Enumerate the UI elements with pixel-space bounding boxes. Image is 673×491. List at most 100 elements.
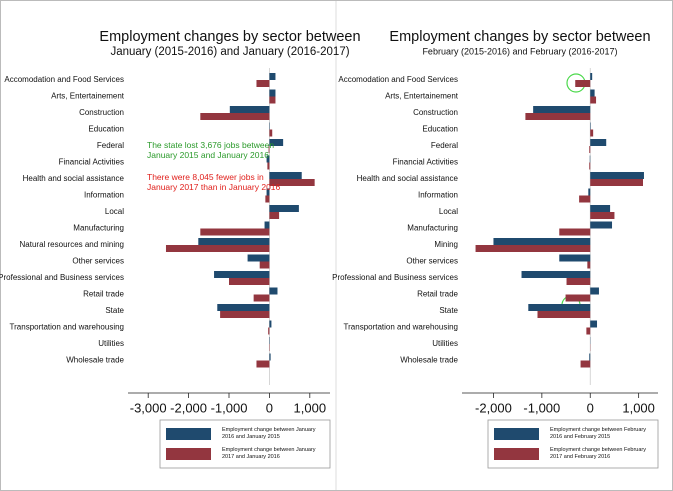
bar	[525, 113, 591, 120]
bar	[565, 294, 591, 302]
category-label: Utilities	[98, 339, 124, 348]
category-label: Professional and Business services	[0, 273, 124, 282]
legend-label: Employment change between January 2016 a…	[222, 427, 316, 440]
category-label: Accomodation and Food Services	[338, 75, 458, 84]
bar	[269, 320, 272, 328]
bar	[165, 245, 270, 252]
bar	[537, 311, 591, 318]
category-label: Health and social assistance	[357, 174, 459, 183]
bar	[269, 205, 299, 212]
category-label: Manufacturing	[73, 224, 124, 233]
bar	[220, 311, 270, 318]
category-label: Mining	[434, 240, 458, 249]
category-label: State	[439, 306, 458, 315]
category-label: Construction	[413, 108, 458, 117]
chart-subtitle: January (2015-2016) and January (2016-20…	[110, 46, 349, 58]
x-tick-label: -2,000	[475, 400, 512, 415]
bar	[589, 162, 591, 170]
category-label: Federal	[431, 141, 458, 150]
bar	[200, 113, 270, 120]
category-label: Information	[418, 191, 458, 200]
category-label: Education	[422, 125, 458, 134]
bar	[264, 221, 270, 229]
category-label: Wholesale trade	[66, 356, 124, 365]
category-label: Utilities	[432, 339, 458, 348]
bar	[200, 228, 270, 236]
x-tick-label: 0	[266, 400, 273, 415]
category-label: Federal	[97, 141, 124, 150]
bar	[265, 195, 270, 203]
category-label: Accomodation and Food Services	[4, 75, 124, 84]
category-label: Wholesale trade	[400, 356, 458, 365]
category-label: Financial Activities	[393, 158, 458, 167]
bar	[269, 73, 276, 80]
bar	[586, 327, 591, 335]
bar	[590, 129, 594, 137]
bar	[266, 155, 270, 163]
bar	[590, 139, 607, 146]
bar	[475, 245, 591, 252]
bar	[268, 146, 270, 153]
bar	[253, 294, 270, 302]
bar	[589, 353, 591, 361]
category-label: Arts, Entertainement	[51, 92, 125, 101]
category-label: Retail trade	[83, 290, 124, 299]
bar	[590, 320, 598, 328]
legend-swatch	[494, 448, 539, 460]
category-label: Local	[439, 207, 458, 216]
bar	[269, 212, 280, 219]
bar	[269, 287, 278, 295]
bar	[229, 106, 270, 113]
bar	[269, 353, 271, 361]
category-label: Information	[84, 191, 124, 200]
bar	[269, 172, 302, 179]
bar	[590, 287, 599, 295]
chart-title: Employment changes by sector between	[389, 29, 650, 45]
bar	[590, 179, 643, 186]
x-tick-label: -1,000	[211, 400, 248, 415]
bar	[559, 228, 591, 236]
bar	[589, 146, 591, 153]
bar	[256, 80, 270, 87]
bar	[590, 221, 613, 229]
bar	[214, 271, 270, 278]
x-tick-label: 1,000	[294, 400, 327, 415]
category-label: Other services	[406, 257, 458, 266]
category-label: Health and social assistance	[23, 174, 125, 183]
category-label: Other services	[72, 257, 124, 266]
category-label: Transportation and warehousing	[344, 323, 458, 332]
annotation: The state lost 3,676 jobs between Januar…	[147, 140, 275, 160]
bar	[267, 162, 270, 170]
bar	[256, 360, 270, 368]
bar	[521, 271, 591, 278]
bar	[269, 139, 284, 146]
legend-label: Employment change between February 2016 …	[550, 427, 646, 440]
bar	[566, 278, 591, 285]
bar	[575, 80, 591, 87]
legend-swatch	[494, 428, 539, 440]
bar	[528, 304, 591, 311]
category-label: Construction	[79, 108, 124, 117]
bar	[269, 96, 276, 104]
category-label: Education	[88, 125, 124, 134]
x-tick-label: 1,000	[622, 400, 655, 415]
legend-label: Employment change between February 2017 …	[550, 447, 646, 460]
category-label: Transportation and warehousing	[10, 323, 124, 332]
legend-swatch	[166, 448, 211, 460]
bar	[590, 89, 595, 97]
bar	[198, 238, 270, 245]
bar	[590, 205, 611, 212]
bar	[229, 278, 270, 285]
bar	[269, 89, 276, 97]
x-tick-label: 0	[587, 400, 594, 415]
bar	[588, 188, 591, 196]
bar	[590, 212, 615, 219]
bar	[590, 172, 644, 179]
bar	[493, 238, 591, 245]
category-label: Financial Activities	[59, 158, 124, 167]
annotation: There were 8,045 fewer jobs in January 2…	[147, 172, 281, 192]
bar	[259, 261, 270, 269]
bar	[269, 179, 315, 186]
